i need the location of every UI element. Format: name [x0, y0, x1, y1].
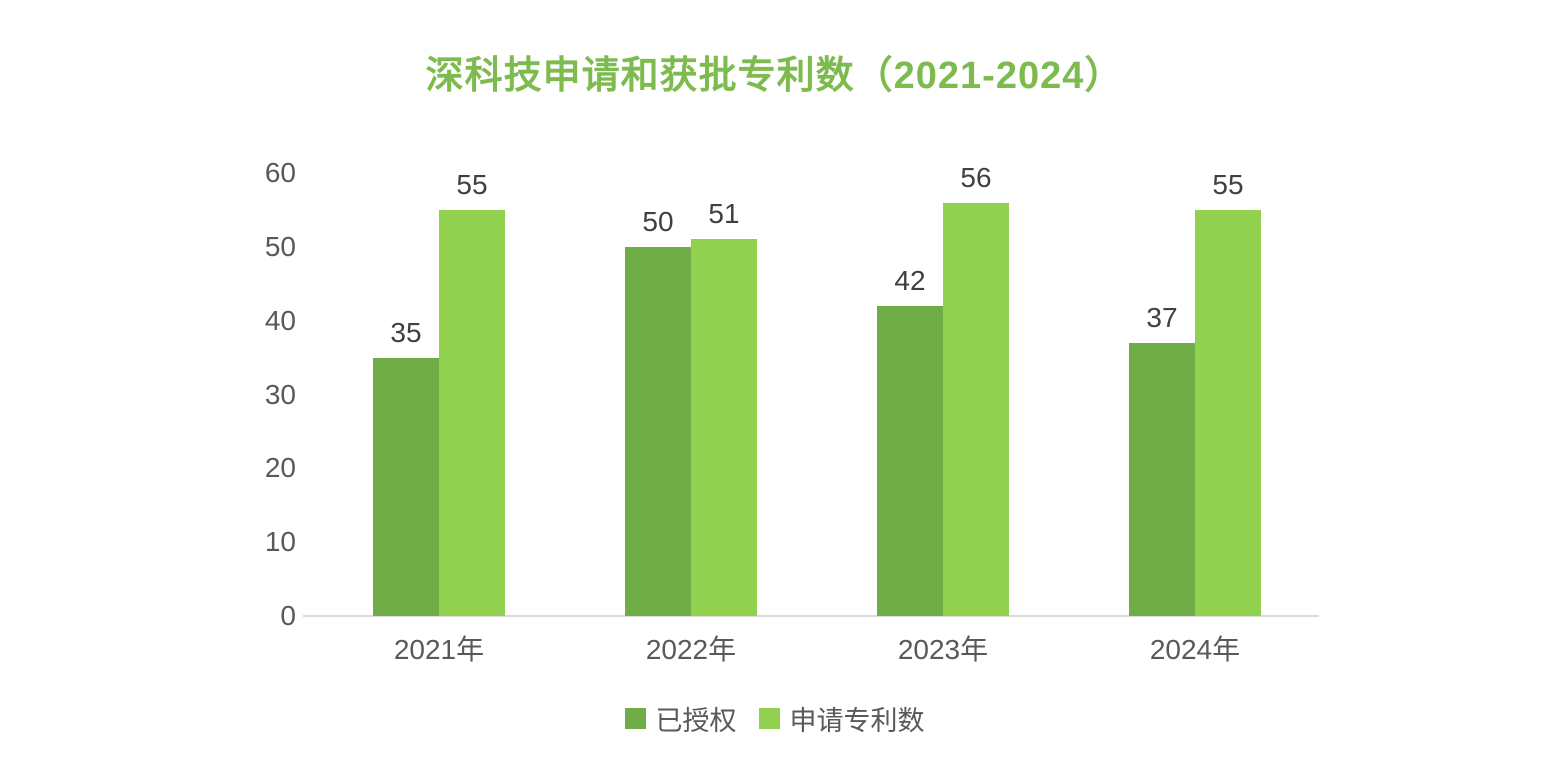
bar-value-label: 55	[1212, 168, 1244, 200]
legend-swatch-applied-icon	[758, 707, 780, 729]
bar-申请专利数-2022年	[691, 239, 757, 616]
legend-label-granted: 已授权	[655, 705, 737, 736]
y-tick-label: 20	[264, 452, 296, 484]
x-axis-label: 2023年	[897, 634, 989, 665]
x-axis-line	[303, 615, 1319, 617]
x-axis-label: 2021年	[393, 634, 485, 665]
y-tick-label: 0	[280, 600, 296, 631]
bar-申请专利数-2023年	[943, 202, 1009, 616]
y-tick-label: 50	[264, 230, 296, 262]
bar-已授权-2023年	[877, 305, 943, 616]
legend: 已授权 申请专利数	[0, 700, 1549, 736]
bar-value-label: 56	[960, 161, 992, 193]
legend-label-applied: 申请专利数	[789, 705, 925, 736]
y-tick-label: 30	[264, 378, 296, 410]
bar-value-label: 42	[894, 264, 926, 296]
legend-item-applied: 申请专利数	[758, 699, 925, 738]
bar-已授权-2021年	[373, 357, 439, 616]
legend-item-granted: 已授权	[624, 699, 737, 738]
chart-title: 深科技申请和获批专利数（2021-2024）	[425, 55, 1124, 97]
bar-已授权-2024年	[1129, 342, 1195, 616]
bar-value-label: 51	[708, 198, 740, 230]
bar-value-label: 35	[390, 316, 422, 348]
y-tick-label: 60	[264, 157, 296, 188]
x-axis-label: 2022年	[645, 634, 737, 665]
bar-value-label: 37	[1146, 301, 1178, 333]
bar-value-label: 50	[642, 205, 674, 237]
y-tick-label: 40	[264, 304, 296, 336]
bar-value-label: 55	[456, 168, 488, 200]
legend-swatch-granted-icon	[624, 707, 646, 729]
x-axis-label: 2024年	[1149, 634, 1241, 665]
bar-已授权-2022年	[625, 246, 691, 616]
bar-申请专利数-2021年	[439, 209, 505, 616]
bar-申请专利数-2024年	[1195, 209, 1261, 616]
y-tick-label: 10	[264, 526, 296, 558]
